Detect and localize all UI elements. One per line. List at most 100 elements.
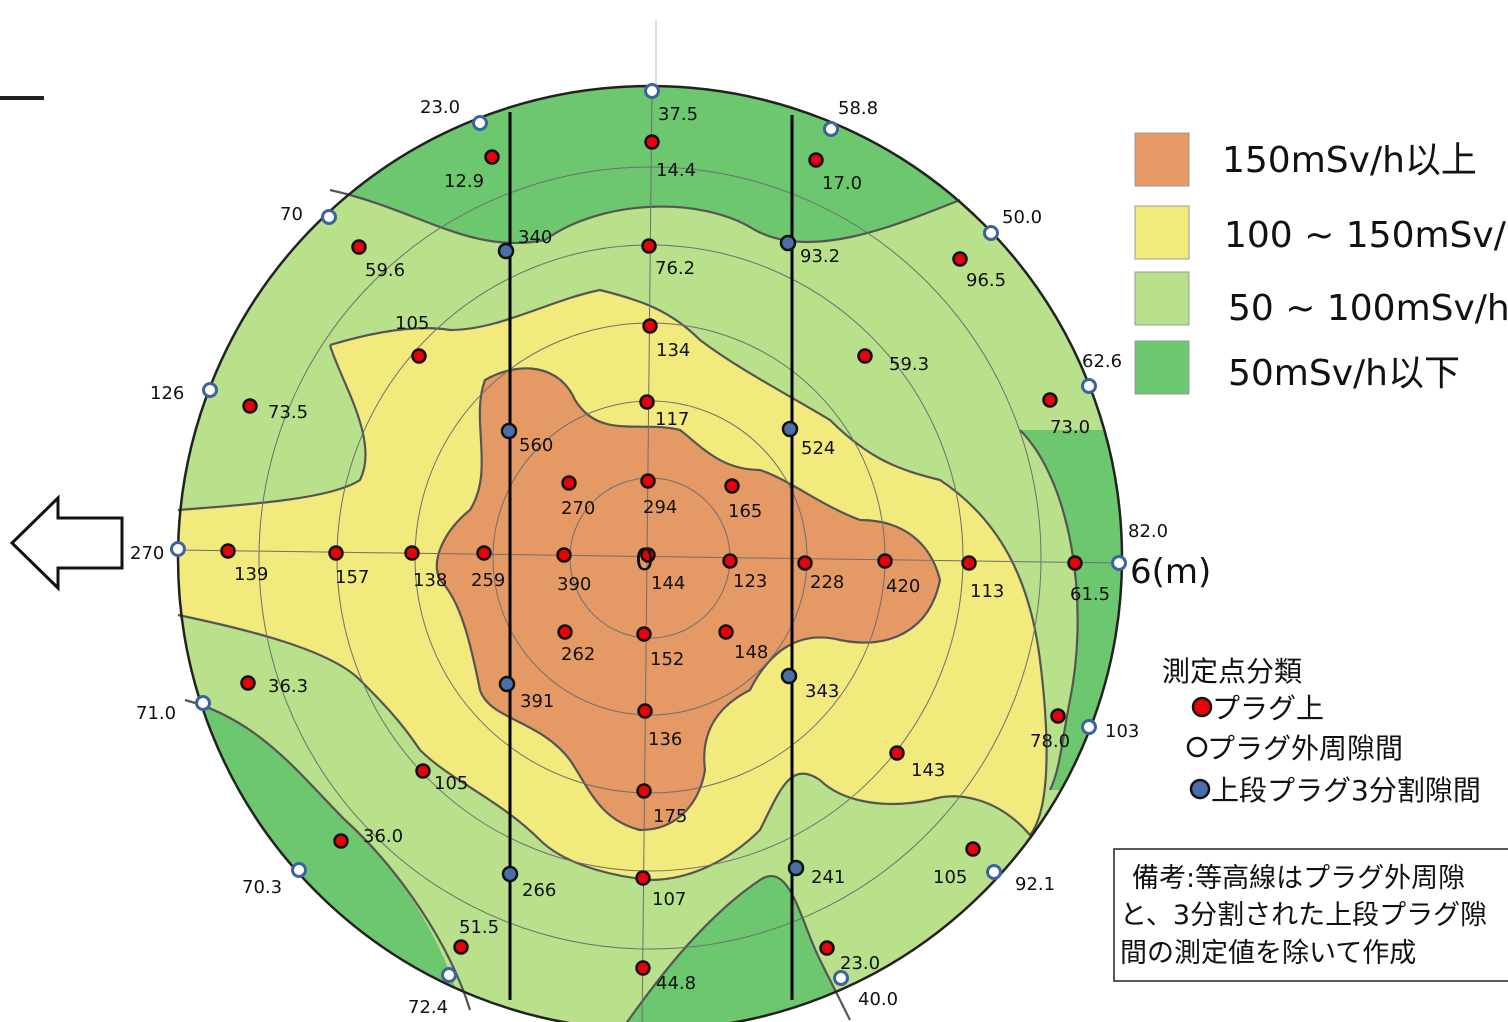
measurement-value: 259 [471, 570, 505, 591]
plug-top-point [639, 394, 655, 410]
remarks-line: 間の測定値を除いて作成 [1120, 938, 1416, 969]
measurement-value: 93.2 [800, 246, 840, 267]
measurement-value: 560 [519, 435, 553, 456]
measurement-value: 72.4 [408, 997, 448, 1018]
split-gap-point [500, 422, 518, 440]
measurement-value: 23.0 [840, 953, 880, 974]
measurement-value: 262 [561, 644, 595, 665]
measurement-value: 117 [655, 409, 689, 430]
measurement-value: 70 [280, 204, 303, 225]
measurement-value: 76.2 [655, 258, 695, 279]
plug-top-point [641, 238, 657, 254]
measurement-value: 36.0 [363, 826, 403, 847]
outer-gap-point [1081, 719, 1097, 735]
plug-top-point [797, 555, 813, 571]
measurement-value: 152 [650, 649, 684, 670]
measurement-value: 175 [653, 806, 687, 827]
measurement-value: 340 [518, 227, 552, 248]
measurement-value: 391 [520, 691, 554, 712]
legend-label: 100 ~ 150mSv/h [1224, 215, 1508, 256]
plug-top-point [333, 833, 349, 849]
origin-label: 0 [635, 543, 654, 578]
measurement-value: 294 [643, 497, 677, 518]
measurement-value: 165 [728, 501, 762, 522]
legend: 150mSv/h以上 100 ~ 150mSv/h 50 ~ 100mSv/h … [1134, 132, 1508, 395]
outer-gap-point [441, 967, 457, 983]
plug-top-point [415, 763, 431, 779]
remarks-line: と、3分割された上段プラグ隙 [1120, 900, 1487, 931]
outer-gap-point [170, 541, 186, 557]
split-gap-point [787, 859, 805, 877]
measurement-value: 70.3 [242, 877, 282, 898]
classification-item: プラグ上 [1212, 692, 1324, 725]
outer-gap-point [472, 115, 488, 131]
plug-top-point [724, 478, 740, 494]
outer-gap-point [644, 83, 660, 99]
measurement-value: 138 [413, 570, 447, 591]
plug-top-point [561, 475, 577, 491]
plug-top-point [404, 545, 420, 561]
legend-label: 150mSv/h以上 [1222, 140, 1477, 181]
measurement-value: 105 [933, 867, 967, 888]
outer-gap-point [195, 695, 211, 711]
measurement-value: 59.3 [889, 354, 929, 375]
measurement-value: 51.5 [459, 917, 499, 938]
measurement-value: 78.0 [1030, 731, 1070, 752]
measurement-value: 157 [335, 567, 369, 588]
plug-top-point [636, 783, 652, 799]
outer-gap-point [823, 121, 839, 137]
measurement-value: 148 [734, 642, 768, 663]
remarks-box: 備考:等高線はプラグ外周隙 と、3分割された上段プラグ隙 間の測定値を除いて作成 [1113, 848, 1508, 982]
plug-top-point [242, 398, 258, 414]
outer-gap-point [291, 862, 307, 878]
measurement-value: 126 [150, 383, 184, 404]
plug-top-point [640, 473, 656, 489]
split-gap-point [498, 675, 516, 693]
measurement-value: 37.5 [658, 104, 698, 125]
measurement-value: 266 [522, 880, 556, 901]
outer-gap-point [833, 970, 849, 986]
plug-top-point [1067, 555, 1083, 571]
plug-top-point [484, 149, 500, 165]
legend-label: 50 ~ 100mSv/h [1228, 288, 1508, 329]
split-gap-point [501, 865, 519, 883]
measurement-value: 241 [811, 867, 845, 888]
split-gap-point [779, 234, 797, 252]
plug-top-point [476, 545, 492, 561]
remarks-line: 備考:等高線はプラグ外周隙 [1132, 863, 1465, 894]
measurement-value: 59.6 [365, 260, 405, 281]
plug-top-point [636, 626, 652, 642]
outer-gap-point [1111, 555, 1127, 571]
point-classification: 測定点分類 プラグ上 プラグ外周隙間 上段プラグ3分割隙間 [1162, 655, 1481, 807]
outer-gap-point [321, 209, 337, 225]
plug-top-point [637, 703, 653, 719]
measurement-value: 103 [1105, 721, 1139, 742]
split-gap-point [497, 242, 515, 260]
marker-white-icon [1186, 736, 1208, 758]
measurement-value: 420 [886, 576, 920, 597]
plug-top-point [877, 553, 893, 569]
measurement-value: 390 [557, 574, 591, 595]
measurement-value: 270 [561, 498, 595, 519]
classification-title: 測定点分類 [1162, 655, 1302, 688]
plug-top-point [642, 318, 658, 334]
measurement-value: 14.4 [656, 160, 696, 181]
marker-blue-icon [1189, 778, 1211, 800]
plug-top-point [808, 152, 824, 168]
outer-gap-point [202, 382, 218, 398]
measurement-value: 524 [801, 438, 835, 459]
legend-label: 50mSv/h以下 [1228, 353, 1460, 394]
measurement-value: 105 [434, 773, 468, 794]
plug-top-point [644, 134, 660, 150]
measurement-value: 23.0 [420, 97, 460, 118]
radius-label: 6(m) [1130, 552, 1211, 592]
measurement-points [170, 83, 1127, 986]
plug-top-point [961, 555, 977, 571]
split-gap-point [780, 667, 798, 685]
measurement-value: 270 [130, 543, 164, 564]
plug-top-point [240, 675, 256, 691]
measurement-values: 12.9 14.4 17.0 59.6 76.2 96.5 105 134 59.3 73.5 11… [130, 97, 1168, 1018]
plug-top-point [556, 547, 572, 563]
measurement-value: 61.5 [1070, 584, 1110, 605]
